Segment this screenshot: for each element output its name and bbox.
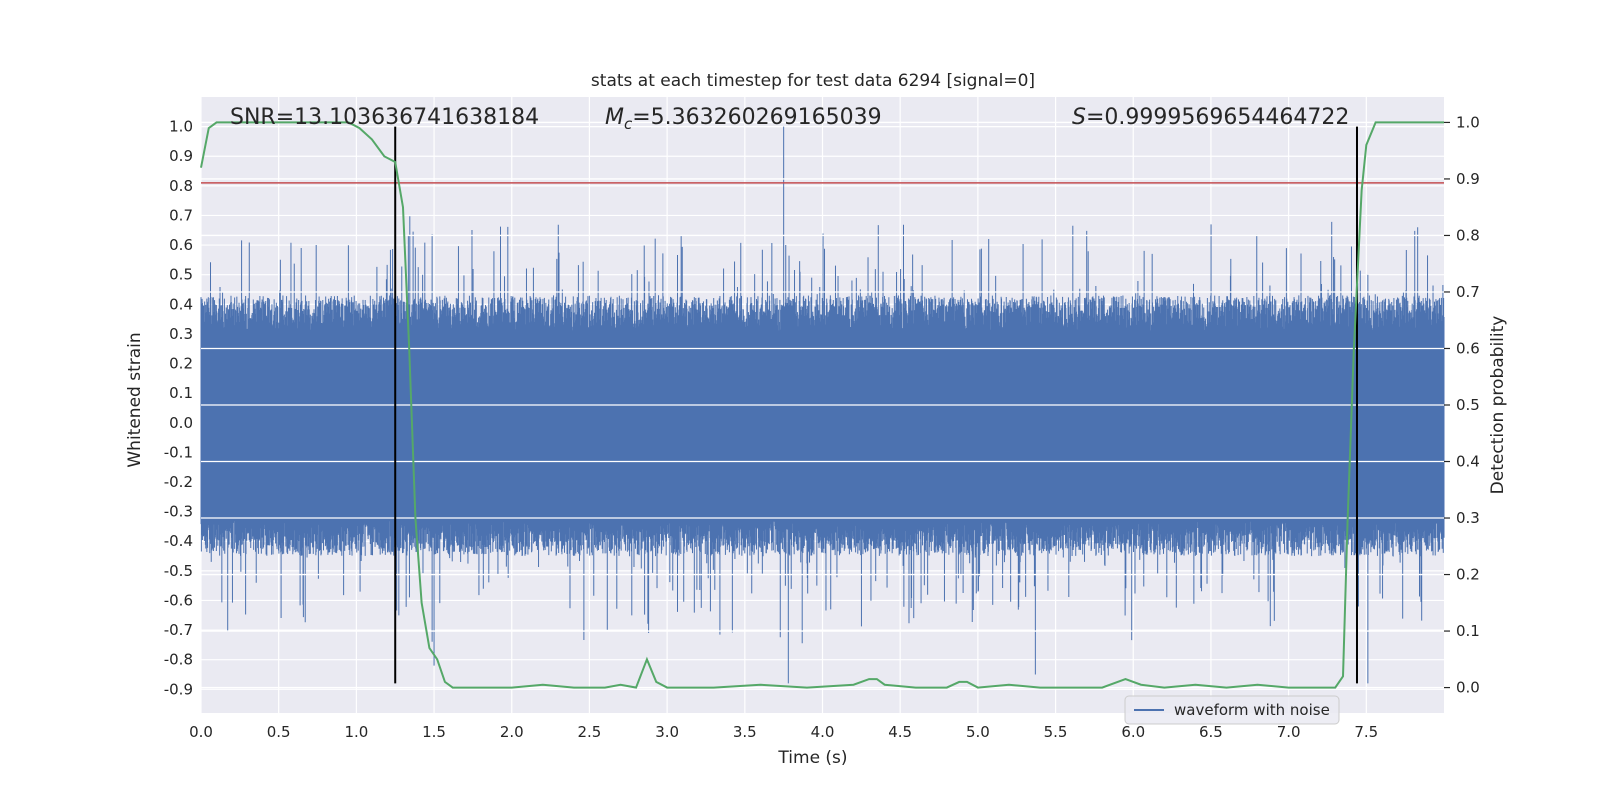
y-tick-label: 0.3 [169,325,193,343]
y-tick-label: -0.1 [164,443,193,461]
y-tick-label: 0.4 [169,295,193,313]
y-tick-label: -0.8 [164,651,193,669]
x-axis-ticks: 0.0 0.5 1.0 1.5 2.0 2.5 3.0 3.5 4.0 4.5 5.0 5.5 6.0 6… [189,723,1378,741]
y2-tick-label: 1.0 [1456,113,1480,131]
x-tick-label: 4.0 [811,723,835,741]
y-axis-ticks: 1.0 0.9 0.8 0.7 0.6 0.5 0.4 0.3 0.2 0.1 0.0 -0.1 -0.… [164,118,193,699]
chirp-mass-annotation: Mc=5.363260269165039 [605,105,882,133]
y-tick-label: -0.6 [164,591,193,609]
x-tick-label: 0.0 [189,723,213,741]
x-tick-label: 5.0 [966,723,990,741]
y-tick-label: 0.2 [169,355,193,373]
y2-tick-label: 0.6 [1456,339,1480,357]
chirp-mass-value: =5.363260269165039 [632,105,881,130]
y-tick-label: -0.7 [164,621,193,639]
x-tick-label: 2.5 [578,723,602,741]
x-tick-label: 3.0 [655,723,679,741]
y-tick-label: -0.2 [164,473,193,491]
s-annotation: S=0.9999569654464722 [1072,105,1349,130]
y-tick-label: 1.0 [169,118,193,136]
y2-axis-label: Detection probability [1488,316,1508,495]
s-value: =0.9999569654464722 [1086,105,1349,130]
legend-box [1124,695,1340,725]
y2-tick-label: 0.0 [1456,679,1480,697]
x-tick-label: 7.5 [1354,723,1378,741]
y-axis-label: Whitened strain [125,332,145,467]
y2-tick-label: 0.8 [1456,226,1480,244]
y2-tick-label: 0.7 [1456,283,1480,301]
y-tick-label: -0.9 [164,680,193,698]
y2-tick-label: 0.5 [1456,396,1480,414]
x-tick-label: 6.0 [1121,723,1145,741]
y2-tick-label: 0.4 [1456,453,1480,471]
y-tick-label: 0.6 [169,236,193,254]
y-tick-label: -0.3 [164,503,193,521]
x-tick-label: 0.5 [267,723,291,741]
y-tick-label: 0.1 [169,384,193,402]
s-symbol: S [1072,105,1086,130]
y-tick-label: 0.5 [169,266,193,284]
y2-tick-label: 0.2 [1456,566,1480,584]
x-tick-label: 1.0 [344,723,368,741]
x-tick-label: 5.5 [1044,723,1068,741]
x-tick-label: 7.0 [1277,723,1301,741]
y2-tick-label: 0.9 [1456,170,1480,188]
overlay-lines [201,121,1444,689]
legend-entry: waveform with noise [1174,701,1330,719]
waveform-series [200,126,1445,684]
y-tick-label: -0.4 [164,532,193,550]
chirp-mass-subscript: c [624,115,633,133]
y-tick-label: 0.0 [169,414,193,432]
x-tick-label: 6.5 [1199,723,1223,741]
x-axis-label: Time (s) [777,748,847,768]
x-tick-label: 4.5 [888,723,912,741]
x-tick-label: 1.5 [422,723,446,741]
x-tick-label: 3.5 [733,723,757,741]
y2-axis-ticks: 1.0 0.9 0.8 0.7 0.6 0.5 0.4 0.3 0.2 0.1 0.0 [1444,113,1480,697]
y-tick-label: 0.8 [169,177,193,195]
y2-tick-label: 0.3 [1456,509,1480,527]
x-tick-label: 2.0 [500,723,524,741]
waveform-line [200,126,1445,684]
probability-series [200,121,1444,689]
y-tick-label: -0.5 [164,562,193,580]
y-tick-label: 0.9 [169,147,193,165]
probability-line [200,121,1444,689]
legend: waveform with noise [1124,695,1340,725]
snr-annotation: SNR=13.103636741638184 [230,105,539,130]
y-tick-label: 0.7 [169,206,193,224]
y2-tick-label: 0.1 [1456,622,1480,640]
chart-title: stats at each timestep for test data 629… [591,71,1035,91]
chirp-mass-symbol: M [605,105,624,130]
